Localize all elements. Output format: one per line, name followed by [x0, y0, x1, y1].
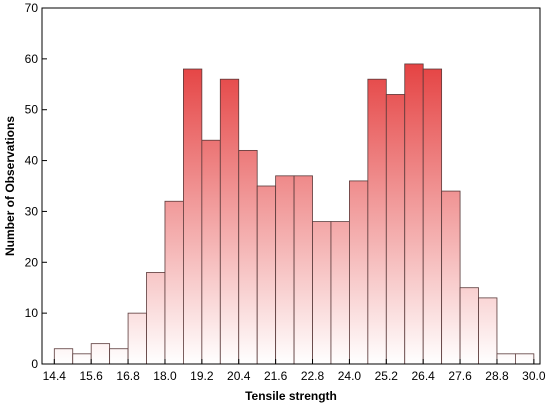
y-tick-label-7: 70: [25, 1, 39, 15]
x-tick-label-5: 20.4: [227, 369, 251, 383]
x-tick-label-1: 15.6: [80, 369, 104, 383]
bar-0: [53, 348, 74, 365]
x-axis: 14.4 15.6 16.8 18.0 19.2 20.4 21.6 22.8 24.0 25.2…: [43, 359, 546, 383]
x-tick-label-6: 21.6: [264, 369, 288, 383]
x-tick-label-7: 22.8: [301, 369, 325, 383]
y-axis-title: Number of Observations: [3, 116, 17, 256]
bar-6: [164, 200, 184, 365]
bar-3: [109, 348, 129, 365]
x-tick-label-3: 18.0: [153, 369, 177, 383]
bar-4: [127, 312, 147, 365]
x-tick-label-11: 27.6: [448, 369, 472, 383]
bar-24: [496, 353, 516, 365]
plot-frame: [41, 7, 541, 365]
bar-12: [275, 175, 295, 365]
y-tick-label-6: 60: [25, 52, 39, 66]
bar-16: [349, 180, 369, 365]
bar-10: [238, 149, 258, 365]
y-tick-label-3: 30: [25, 204, 39, 218]
x-tick-label-10: 26.4: [412, 369, 436, 383]
bar-11: [256, 185, 277, 365]
bar-23: [478, 297, 498, 365]
bar-14: [312, 221, 332, 365]
bars-group: [53, 63, 535, 365]
bar-8: [201, 139, 221, 365]
bar-21: [441, 190, 461, 365]
y-tick-label-0: 0: [31, 357, 38, 371]
bar-15: [330, 221, 350, 365]
bar-2: [90, 343, 111, 365]
bar-1: [72, 353, 92, 365]
x-tick-label-2: 16.8: [116, 369, 140, 383]
y-tick-label-1: 10: [25, 306, 39, 320]
x-tick-label-9: 25.2: [375, 369, 399, 383]
y-axis: 0 10 20 30 40 50 60 70: [25, 1, 47, 371]
x-tick-label-12: 28.8: [485, 369, 509, 383]
y-tick-label-4: 40: [25, 154, 39, 168]
x-tick-label-8: 24.0: [338, 369, 362, 383]
x-tick-label-13: 30.0: [522, 369, 546, 383]
x-tick-label-0: 14.4: [43, 369, 67, 383]
y-tick-label-2: 20: [25, 255, 39, 269]
bar-13: [293, 175, 313, 365]
bar-9: [219, 78, 240, 365]
bar-18: [385, 94, 406, 365]
x-tick-label-4: 19.2: [190, 369, 214, 383]
bar-20: [422, 68, 443, 365]
bar-17: [367, 78, 387, 365]
bar-22: [459, 287, 479, 365]
y-tick-label-5: 50: [25, 103, 39, 117]
bar-5: [146, 272, 166, 365]
bar-19: [404, 63, 424, 365]
bar-25: [515, 353, 535, 365]
x-axis-title: Tensile strength: [245, 389, 337, 403]
bar-7: [183, 68, 203, 365]
